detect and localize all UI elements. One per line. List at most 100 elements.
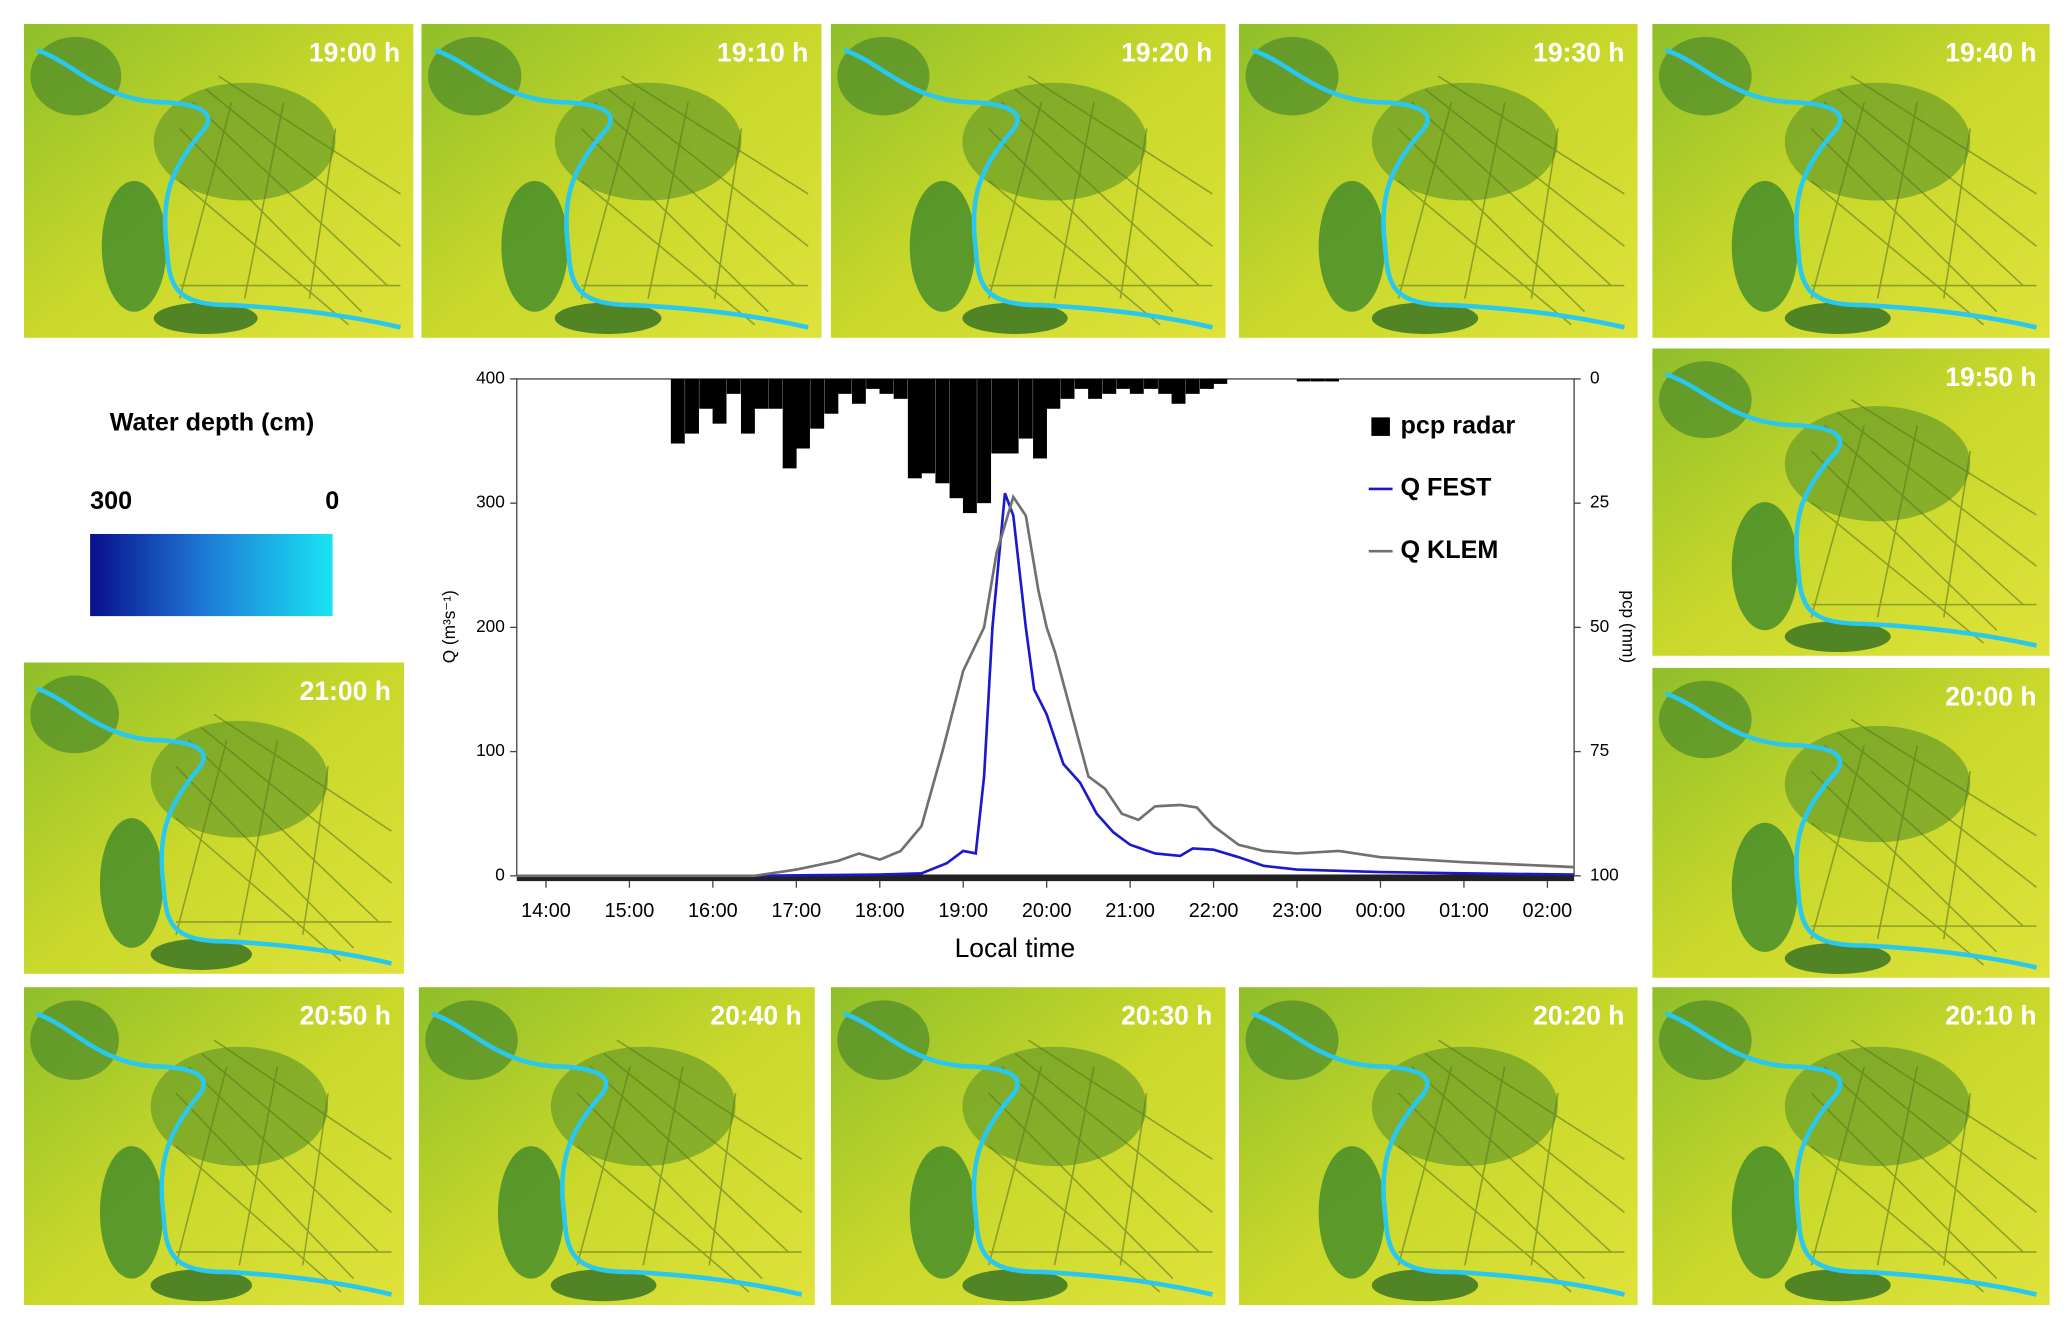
y2-tick-label: 75: [1590, 740, 1609, 760]
pcp-bar: [670, 378, 685, 444]
pcp-bar: [768, 378, 783, 409]
pcp-bar: [1213, 378, 1228, 384]
panel-time-label: 20:10 h: [1945, 1001, 2036, 1031]
pcp-bar: [1004, 378, 1019, 454]
y2-tick-label: 50: [1590, 616, 1609, 636]
y-axis-title: Q (m³s⁻¹): [439, 590, 459, 663]
pcp-bar: [1325, 378, 1340, 382]
map-panel: [1652, 24, 2049, 338]
colorbar-max-label: 300: [90, 487, 132, 515]
map-panel: [24, 24, 414, 338]
x-tick-label: 15:00: [605, 900, 655, 922]
x-tick-label: 01:00: [1439, 900, 1489, 922]
pcp-bar: [1199, 378, 1214, 389]
legend-label: Q FEST: [1401, 474, 1492, 502]
pcp-bar: [962, 378, 977, 514]
panel-time-label: 20:50 h: [300, 1001, 391, 1031]
panel-time-label: 19:50 h: [1945, 362, 2036, 392]
pcp-bar: [977, 378, 992, 504]
pcp-bar: [1116, 378, 1131, 389]
pcp-bar: [726, 378, 741, 394]
pcp-bar: [893, 378, 908, 399]
y-tick-label: 100: [476, 740, 505, 760]
pcp-bar: [712, 378, 727, 424]
panel-time-label: 19:30 h: [1533, 37, 1624, 67]
x-tick-label: 02:00: [1523, 900, 1573, 922]
x-tick-label: 17:00: [771, 900, 821, 922]
x-tick-label: 23:00: [1272, 900, 1322, 922]
x-tick-label: 21:00: [1105, 900, 1155, 922]
pcp-bar: [824, 378, 839, 414]
x-tick-label: 18:00: [855, 900, 905, 922]
pcp-bar: [866, 378, 881, 389]
y2-tick-label: 100: [1590, 864, 1619, 884]
pcp-bar: [1088, 378, 1103, 399]
pcp-bar: [810, 378, 825, 429]
x-tick-label: 20:00: [1022, 900, 1072, 922]
discharge-line: [516, 493, 1575, 878]
panel-time-label: 19:10 h: [717, 37, 808, 67]
colorbar: [90, 533, 333, 617]
pcp-bar: [1171, 378, 1186, 404]
x-tick-label: 19:00: [938, 900, 988, 922]
pcp-bar: [1060, 378, 1075, 399]
pcp-bar: [1102, 378, 1117, 394]
pcp-bar: [1129, 378, 1144, 394]
x-axis-title: Local time: [955, 933, 1076, 963]
pcp-bar: [1018, 378, 1033, 439]
pcp-bar: [851, 378, 866, 404]
pcp-bar: [921, 378, 936, 474]
pcp-bar: [907, 378, 922, 479]
x-tick-label: 14:00: [521, 900, 571, 922]
map-panel: [1652, 348, 2049, 655]
y-tick-label: 400: [476, 367, 505, 387]
y-tick-label: 300: [476, 492, 505, 512]
panel-time-label: 20:40 h: [710, 1001, 801, 1031]
pcp-bar: [1033, 378, 1047, 459]
pcp-bar: [740, 378, 755, 434]
legend-label: pcp radar: [1401, 411, 1516, 439]
map-panel: [831, 987, 1226, 1305]
y2-tick-label: 25: [1590, 492, 1609, 512]
pcp-bar: [699, 378, 714, 409]
y2-axis-title: pcp (mm): [1619, 590, 1639, 663]
pcp-bar: [1074, 378, 1089, 389]
y-tick-label: 0: [495, 864, 505, 884]
map-panel: [419, 987, 815, 1305]
x-axis-bar: [516, 874, 1575, 882]
pcp-bar: [685, 378, 699, 434]
pcp-bar: [1046, 378, 1061, 409]
pcp-bar: [837, 378, 852, 394]
discharge-line: [516, 492, 1575, 878]
map-panel: [1239, 24, 1638, 338]
y2-tick-label: 0: [1590, 367, 1600, 387]
colorbar-min-label: 0: [325, 487, 339, 515]
pcp-bar: [935, 378, 950, 484]
pcp-bar: [949, 378, 964, 499]
legend-swatch: [1371, 417, 1390, 436]
map-panel: [1652, 668, 2049, 978]
map-panel: [1239, 987, 1638, 1305]
pcp-bar: [1144, 378, 1158, 389]
x-tick-label: 16:00: [688, 900, 738, 922]
pcp-bar: [754, 378, 769, 409]
map-panel: [831, 24, 1226, 338]
panel-time-label: 19:40 h: [1945, 37, 2036, 67]
pcp-bar: [796, 378, 810, 449]
pcp-bar: [1310, 378, 1325, 382]
panel-time-label: 20:20 h: [1533, 1001, 1624, 1031]
panel-time-label: 19:20 h: [1121, 37, 1212, 67]
map-panel: [421, 24, 821, 338]
pcp-bar: [991, 378, 1006, 454]
panel-time-label: 19:00 h: [309, 37, 400, 67]
legend-label: Q KLEM: [1401, 536, 1499, 564]
panel-time-label: 20:00 h: [1945, 681, 2036, 711]
x-tick-label: 22:00: [1189, 900, 1239, 922]
panel-time-label: 20:30 h: [1121, 1001, 1212, 1031]
pcp-bar: [782, 378, 797, 469]
x-tick-label: 00:00: [1356, 900, 1406, 922]
map-panel: [1652, 987, 2049, 1305]
map-panel: [24, 662, 404, 973]
y-tick-label: 200: [476, 616, 505, 636]
